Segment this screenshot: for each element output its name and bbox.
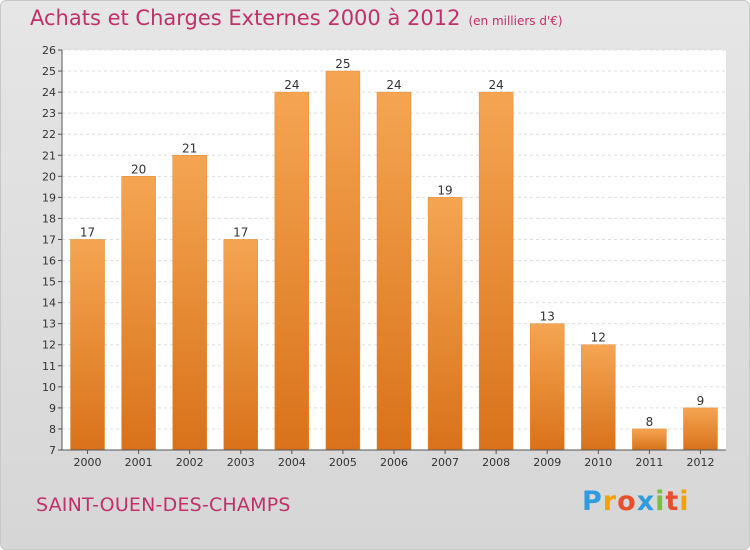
x-axis: 2000 2001 2002 2003 2004 2005 2006 2007 2008 2009… bbox=[62, 449, 726, 469]
y-tick-label: 19 bbox=[42, 191, 56, 204]
y-tick-label: 15 bbox=[42, 276, 56, 289]
data-label: 21 bbox=[182, 141, 197, 155]
y-tick-label: 24 bbox=[42, 86, 56, 99]
y-tick-label: 11 bbox=[42, 360, 56, 373]
logo-letter: r bbox=[602, 486, 618, 517]
logo-letter: P bbox=[582, 486, 603, 517]
title-text: Achats et Charges Externes 2000 à 2012 bbox=[30, 6, 461, 30]
logo-letter: t bbox=[665, 486, 680, 517]
y-axis: 7 8 9 10 11 12 13 14 15 16 17 18 19 20 21 22 23 24 25 26 bbox=[42, 44, 63, 457]
data-label: 12 bbox=[591, 331, 606, 345]
data-label: 24 bbox=[386, 78, 401, 92]
x-tick-label: 2003 bbox=[227, 456, 255, 469]
x-tick-label: 2008 bbox=[482, 456, 510, 469]
y-tick-label: 20 bbox=[42, 170, 56, 183]
bar bbox=[581, 344, 616, 451]
x-tick-label: 2010 bbox=[584, 456, 612, 469]
y-tick-label: 26 bbox=[42, 44, 56, 57]
bar bbox=[683, 407, 718, 451]
y-tick-label: 14 bbox=[42, 297, 56, 310]
y-tick-label: 22 bbox=[42, 128, 56, 141]
data-label: 17 bbox=[233, 225, 248, 239]
data-label: 19 bbox=[437, 183, 452, 197]
y-tick-label: 23 bbox=[42, 107, 56, 120]
y-tick-label: 9 bbox=[49, 402, 56, 415]
bar bbox=[376, 91, 412, 451]
y-tick-label: 18 bbox=[42, 212, 56, 225]
bar bbox=[427, 197, 463, 451]
data-label: 17 bbox=[80, 225, 95, 239]
x-tick-label: 2009 bbox=[533, 456, 561, 469]
x-tick-label: 2012 bbox=[686, 456, 714, 469]
bar bbox=[529, 323, 565, 451]
bar bbox=[325, 70, 361, 451]
bar bbox=[70, 239, 105, 451]
data-label: 9 bbox=[697, 394, 705, 408]
y-tick-label: 10 bbox=[42, 381, 56, 394]
chart-subtitle: (en milliers d'€) bbox=[468, 14, 563, 28]
y-tick-label: 7 bbox=[49, 444, 56, 457]
city-name: SAINT-OUEN-DES-CHAMPS bbox=[36, 494, 291, 516]
data-label: 25 bbox=[335, 57, 350, 71]
chart-title: Achats et Charges Externes 2000 à 2012 (e… bbox=[30, 6, 563, 30]
x-tick-label: 2006 bbox=[380, 456, 408, 469]
data-label: 13 bbox=[540, 310, 555, 324]
bar bbox=[274, 91, 310, 451]
bar bbox=[632, 428, 667, 451]
data-labels: 17 20 21 17 24 25 24 19 24 13 12 8 9 bbox=[80, 57, 704, 429]
x-tick-label: 2005 bbox=[329, 456, 357, 469]
y-tick-label: 13 bbox=[42, 318, 56, 331]
bars bbox=[70, 70, 718, 451]
y-tick-label: 16 bbox=[42, 255, 56, 268]
logo-letter: i bbox=[679, 486, 690, 517]
x-tick-label: 2007 bbox=[431, 456, 459, 469]
data-label: 24 bbox=[489, 78, 504, 92]
logo-letter: x bbox=[636, 486, 656, 517]
proxiti-logo: Proxiti bbox=[582, 486, 690, 517]
data-label: 24 bbox=[284, 78, 299, 92]
x-tick-label: 2000 bbox=[74, 456, 102, 469]
data-label: 20 bbox=[131, 162, 146, 176]
logo-letter: i bbox=[655, 486, 666, 517]
bar bbox=[172, 155, 207, 451]
y-tick-label: 12 bbox=[42, 339, 56, 352]
y-tick-label: 25 bbox=[42, 65, 56, 78]
x-tick-label: 2004 bbox=[278, 456, 306, 469]
y-tick-label: 8 bbox=[49, 423, 56, 436]
bar bbox=[478, 91, 514, 451]
data-label: 8 bbox=[646, 415, 654, 429]
logo-letter: o bbox=[617, 486, 637, 517]
y-tick-label: 21 bbox=[42, 149, 56, 162]
x-tick-label: 2002 bbox=[176, 456, 204, 469]
x-tick-label: 2001 bbox=[125, 456, 153, 469]
y-tick-label: 17 bbox=[42, 233, 56, 246]
x-tick-label: 2011 bbox=[635, 456, 663, 469]
bar bbox=[121, 176, 156, 451]
bar bbox=[223, 239, 259, 451]
